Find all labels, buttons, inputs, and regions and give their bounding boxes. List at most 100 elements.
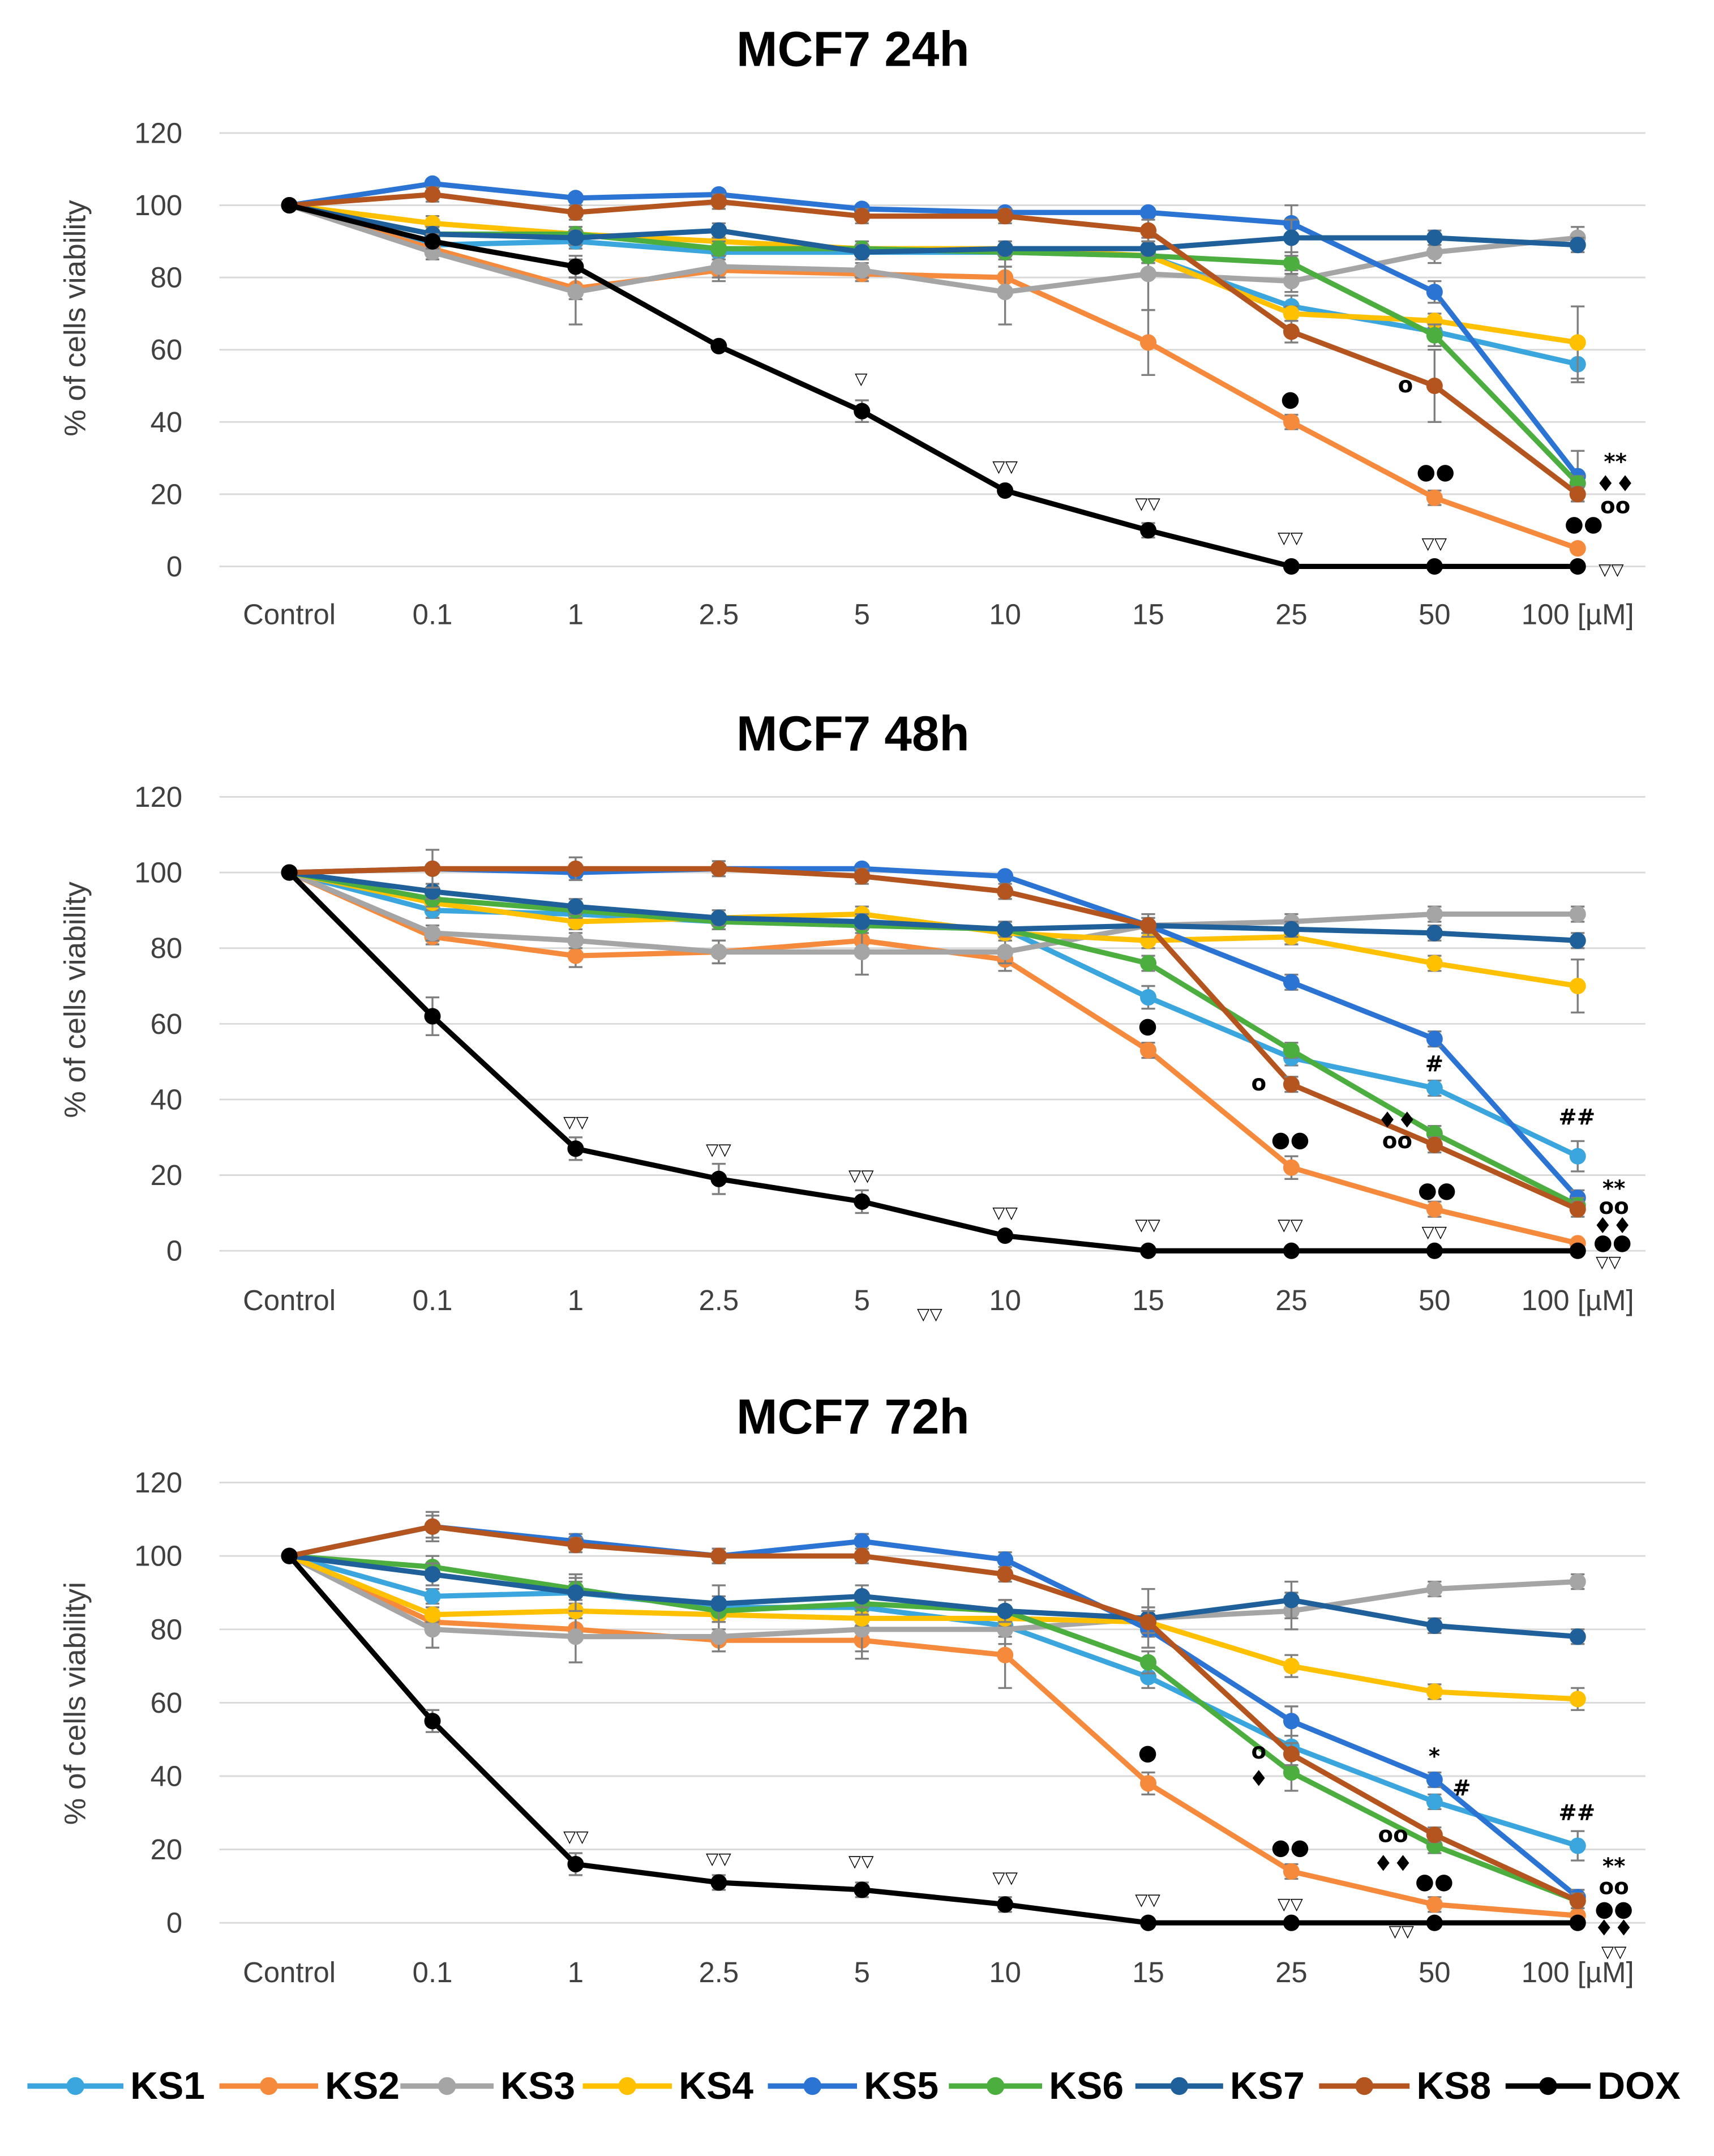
- significance-marker: **: [1602, 1177, 1626, 1202]
- significance-marker: **: [1602, 1854, 1626, 1879]
- data-point: [281, 864, 298, 881]
- y-tick-label: 80: [151, 1613, 183, 1645]
- x-tick-label: 25: [1275, 1284, 1308, 1316]
- series-dox: [281, 1547, 1586, 1931]
- y-tick-label: 60: [151, 1687, 183, 1719]
- significance-marker: ##: [1558, 1105, 1595, 1131]
- data-point: [567, 947, 584, 964]
- data-point: [1139, 1914, 1157, 1931]
- y-tick-label: 100: [134, 189, 182, 221]
- y-tick-label: 120: [134, 117, 182, 149]
- series-line: [286, 1553, 1580, 1926]
- data-point: [1283, 1592, 1300, 1609]
- significance-marker: o: [1398, 373, 1413, 398]
- data-point: [1569, 1837, 1586, 1854]
- significance-marker: ●: [1138, 1740, 1158, 1765]
- significance-marker: ●●: [1271, 1834, 1310, 1860]
- data-point: [854, 913, 871, 930]
- data-point: [1426, 229, 1443, 246]
- y-tick-label: 20: [151, 1159, 183, 1191]
- data-point: [1426, 1826, 1443, 1843]
- data-point: [424, 925, 441, 942]
- data-point: [1426, 906, 1443, 923]
- legend-label: KS6: [1049, 2065, 1124, 2107]
- data-point: [424, 233, 441, 250]
- data-point: [1283, 1746, 1300, 1763]
- legend: KS1 KS2 KS3 KS4 KS5 KS6 KS7 KS8 DOX: [27, 2065, 1681, 2107]
- data-point: [710, 337, 727, 354]
- data-point: [567, 860, 584, 877]
- x-tick-label: 15: [1132, 1956, 1164, 1988]
- data-point: [1426, 1683, 1443, 1700]
- data-point: [1139, 1654, 1157, 1671]
- data-point: [424, 1606, 441, 1623]
- data-point: [281, 1547, 298, 1564]
- y-tick-label: 40: [151, 1760, 183, 1792]
- series-line: [286, 1553, 1580, 1904]
- chart-panel: 0 20 40 60 80 100 120 Control 0.1 1 2.5 5 10 15 25 50 10…: [59, 1389, 1646, 1988]
- legend-marker: [986, 2077, 1005, 2095]
- y-tick-label: 80: [151, 932, 183, 964]
- data-point: [567, 932, 584, 949]
- significance-marker: ▽▽: [992, 1203, 1018, 1222]
- data-point: [854, 1588, 871, 1605]
- legend-marker: [803, 2077, 822, 2095]
- data-point: [567, 229, 584, 246]
- series-line: [286, 1553, 1580, 1918]
- data-point: [1569, 540, 1586, 557]
- significance-marker: ♦♦: [1378, 1108, 1417, 1133]
- chart-title: MCF7 72h: [736, 1389, 970, 1444]
- data-point: [1139, 1042, 1157, 1059]
- significance-marker: ●●: [1271, 1127, 1310, 1153]
- data-point: [1283, 229, 1300, 246]
- data-point: [567, 898, 584, 915]
- data-point: [1139, 204, 1157, 221]
- series-ks8: [281, 186, 1586, 503]
- data-point: [1569, 1148, 1586, 1165]
- chart-panel: 0 20 40 60 80 100 120 Control 0.1 1 2.5 5 10 15 25 50 10…: [59, 22, 1646, 631]
- y-tick-label: 40: [151, 406, 183, 438]
- x-tick-label: 5: [854, 1284, 870, 1316]
- legend-item: KS6: [949, 2065, 1124, 2107]
- series-line: [286, 181, 1580, 479]
- series-line: [286, 870, 1580, 1254]
- data-point: [1139, 334, 1157, 351]
- data-point: [567, 1140, 584, 1157]
- data-point: [1283, 974, 1300, 991]
- data-point: [1426, 1136, 1443, 1153]
- data-point: [1139, 240, 1157, 257]
- data-point: [997, 1227, 1014, 1244]
- x-tick-label: 2.5: [699, 598, 739, 631]
- significance-marker: ▽▽: [1278, 528, 1303, 547]
- y-tick-label: 40: [151, 1083, 183, 1115]
- significance-marker: ▽▽: [706, 1849, 731, 1868]
- data-point: [997, 1566, 1014, 1583]
- data-point: [1283, 272, 1300, 290]
- significance-marker: ▽▽: [1389, 1922, 1414, 1941]
- data-point: [854, 1547, 871, 1564]
- y-axis-label: % of cells viability: [59, 882, 92, 1118]
- significance-marker: ▽▽: [563, 1827, 589, 1846]
- data-point: [1283, 1159, 1300, 1176]
- significance-marker: ##: [1558, 1800, 1595, 1826]
- data-point: [1139, 1775, 1157, 1792]
- data-point: [1569, 237, 1586, 254]
- data-point: [1569, 558, 1586, 575]
- significance-marker: ▽▽: [849, 1851, 874, 1871]
- significance-marker: ▽▽: [1135, 1215, 1160, 1234]
- significance-marker: oo: [1378, 1823, 1408, 1848]
- data-point: [854, 868, 871, 885]
- data-point: [997, 482, 1014, 499]
- data-point: [854, 1881, 871, 1898]
- legend-marker: [260, 2077, 278, 2095]
- data-point: [1139, 989, 1157, 1006]
- x-tick-label: 15: [1132, 598, 1164, 631]
- data-point: [710, 222, 727, 239]
- significance-marker: ♦♦: [1594, 1915, 1633, 1941]
- data-point: [1569, 906, 1586, 923]
- data-point: [281, 197, 298, 214]
- x-tick-label: 100 [µM]: [1522, 1956, 1634, 1988]
- significance-marker: oo: [1382, 1128, 1412, 1154]
- series-line: [286, 870, 1580, 955]
